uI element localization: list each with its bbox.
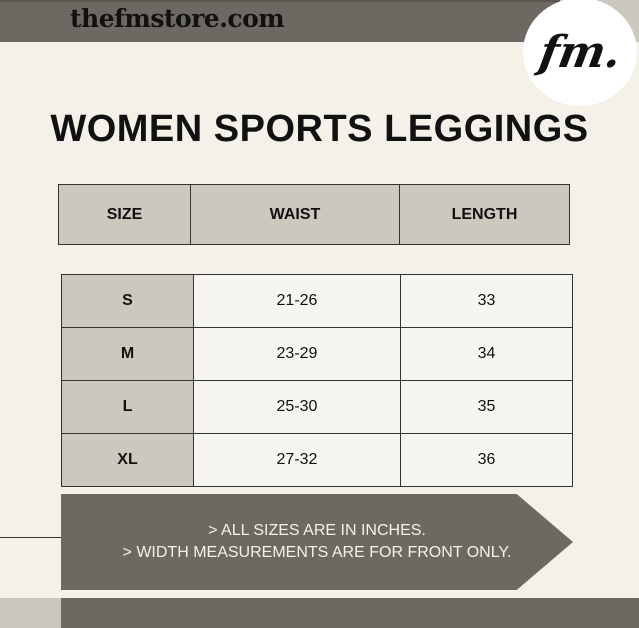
size-table-header: SIZE WAIST LENGTH xyxy=(58,184,570,245)
brand-logo: fm. xyxy=(523,0,637,106)
table-row: XL 27-32 36 xyxy=(61,433,573,487)
table-row: L 25-30 35 xyxy=(61,380,573,434)
table-row: M 23-29 34 xyxy=(61,327,573,381)
size-cell: S xyxy=(61,274,194,328)
logo-text: fm. xyxy=(535,26,625,78)
header-waist: WAIST xyxy=(190,184,400,245)
site-name: thefmstore.com xyxy=(70,4,285,33)
size-cell: XL xyxy=(61,433,194,487)
page-title: WOMEN SPORTS LEGGINGS xyxy=(50,108,589,150)
length-cell: 33 xyxy=(400,274,573,328)
length-cell: 36 xyxy=(400,433,573,487)
footer-bar xyxy=(61,598,639,628)
divider-line xyxy=(0,537,61,538)
header-length: LENGTH xyxy=(399,184,570,245)
size-cell: M xyxy=(61,327,194,381)
waist-cell: 21-26 xyxy=(193,274,401,328)
footer-accent xyxy=(0,598,61,628)
size-table: S 21-26 33 M 23-29 34 L 25-30 35 XL 27-32 36 xyxy=(61,274,573,487)
note-line: > ALL SIZES ARE IN INCHES. xyxy=(208,522,426,539)
size-cell: L xyxy=(61,380,194,434)
table-row: S 21-26 33 xyxy=(61,274,573,328)
note-line: > WIDTH MEASUREMENTS ARE FOR FRONT ONLY. xyxy=(122,544,512,561)
length-cell: 34 xyxy=(400,327,573,381)
waist-cell: 27-32 xyxy=(193,433,401,487)
waist-cell: 25-30 xyxy=(193,380,401,434)
header-size: SIZE xyxy=(58,184,191,245)
waist-cell: 23-29 xyxy=(193,327,401,381)
length-cell: 35 xyxy=(400,380,573,434)
notes-banner: > ALL SIZES ARE IN INCHES. > WIDTH MEASU… xyxy=(61,494,573,590)
